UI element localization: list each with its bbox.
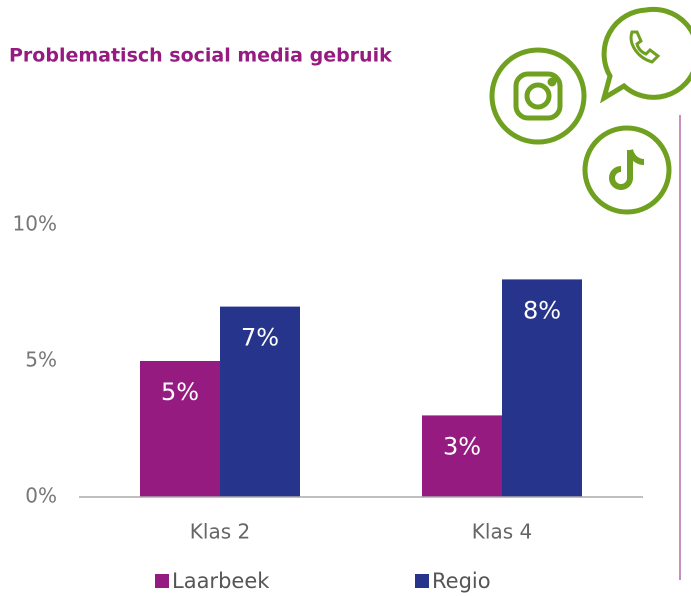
y-tick-label: 5%: [25, 348, 57, 372]
chart-title: Problematisch social media gebruik: [9, 45, 392, 67]
x-tick-label: Klas 4: [472, 520, 532, 544]
bar: [140, 361, 220, 497]
value-label: 3%: [443, 432, 481, 460]
legend-label: Regio: [432, 569, 491, 593]
bar: [422, 415, 502, 497]
bar: [220, 306, 300, 497]
legend-label: Laarbeek: [172, 569, 270, 593]
value-label: 8%: [523, 296, 561, 324]
value-label: 5%: [161, 378, 199, 406]
legend-swatch: [155, 574, 169, 588]
legend-swatch: [415, 574, 429, 588]
social-icons: [489, 6, 691, 215]
x-tick-label: Klas 2: [190, 520, 250, 544]
y-tick-label: 0%: [25, 484, 57, 508]
bar: [502, 279, 582, 497]
value-label: 7%: [241, 324, 279, 352]
y-tick-label: 10%: [13, 212, 57, 236]
